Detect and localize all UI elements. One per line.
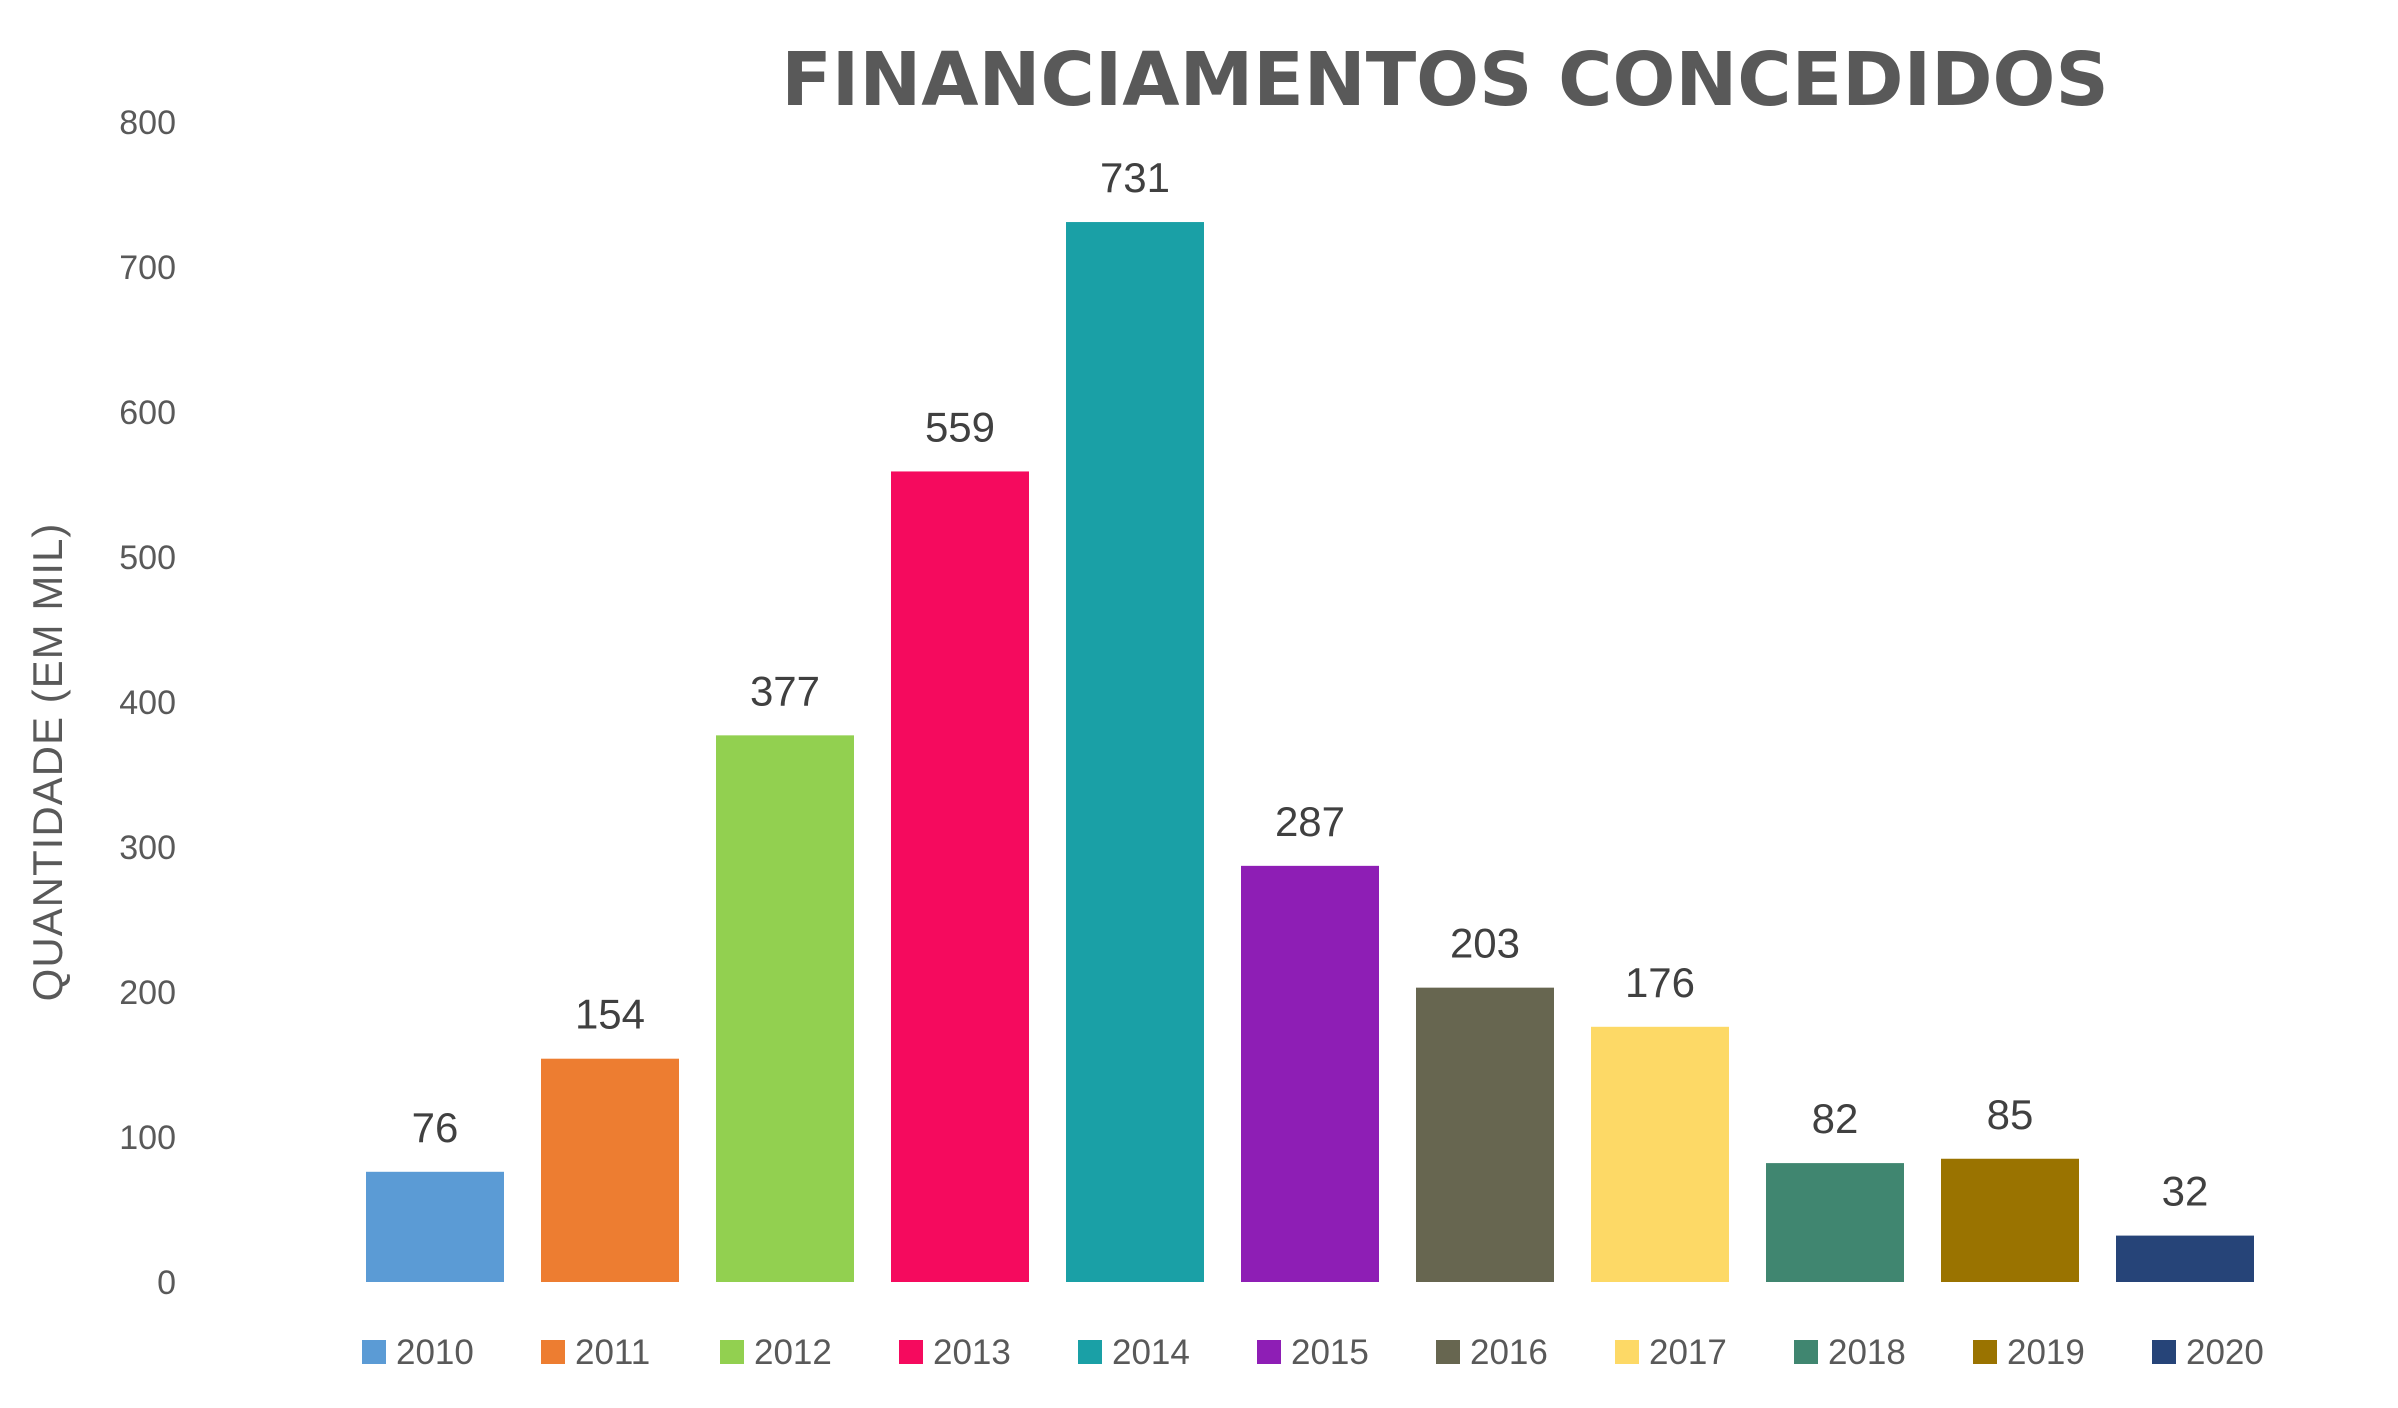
bars: [366, 222, 2254, 1282]
bar-2018: [1766, 1163, 1904, 1282]
bar-2019: [1941, 1158, 2079, 1282]
y-tick-label-200: 200: [119, 974, 176, 1012]
data-label-2011: 154: [575, 991, 645, 1038]
data-label-2015: 287: [1275, 798, 1345, 845]
data-label-2020: 32: [2162, 1168, 2209, 1215]
legend-label-2011: 2011: [575, 1333, 650, 1372]
bar-2011: [541, 1058, 679, 1282]
y-tick-label-700: 700: [119, 249, 176, 287]
legend-swatch-2011: [541, 1340, 565, 1364]
legend-swatch-2020: [2152, 1340, 2176, 1364]
legend-label-2015: 2015: [1291, 1333, 1369, 1372]
legend-swatch-2012: [720, 1340, 744, 1364]
data-label-2018: 82: [1812, 1095, 1859, 1142]
y-tick-label-300: 300: [119, 829, 176, 867]
legend-label-2016: 2016: [1470, 1333, 1548, 1372]
y-tick-label-0: 0: [157, 1264, 176, 1302]
legend-label-2018: 2018: [1828, 1333, 1906, 1372]
legend-swatch-2016: [1436, 1340, 1460, 1364]
bar-2017: [1591, 1026, 1729, 1282]
y-axis-ticks: 0 100 200 300 400 500 600 700 800: [119, 104, 176, 1302]
y-tick-label-800: 800: [119, 104, 176, 142]
legend-label-2013: 2013: [933, 1333, 1011, 1372]
data-labels: 76 154 377 559 731 287 203 176 82 85 32: [412, 154, 2209, 1215]
legend-swatch-2015: [1257, 1340, 1281, 1364]
bar-2010: [366, 1171, 504, 1282]
legend-swatch-2013: [899, 1340, 923, 1364]
legend-swatch-2010: [362, 1340, 386, 1364]
data-label-2013: 559: [925, 403, 995, 450]
data-label-2012: 377: [750, 667, 820, 714]
y-tick-label-400: 400: [119, 684, 176, 722]
legend-label-2017: 2017: [1649, 1333, 1727, 1372]
data-label-2010: 76: [412, 1104, 459, 1151]
legend: 2010 2011 2012 2013 2014 2015 2016 2017 2018 2019…: [362, 1333, 2264, 1372]
y-tick-label-100: 100: [119, 1119, 176, 1157]
y-tick-label-600: 600: [119, 394, 176, 432]
legend-label-2014: 2014: [1112, 1333, 1190, 1372]
bar-2014: [1066, 222, 1204, 1282]
legend-label-2020: 2020: [2186, 1333, 2264, 1372]
legend-swatch-2017: [1615, 1340, 1639, 1364]
bar-2012: [716, 735, 854, 1282]
data-label-2016: 203: [1450, 920, 1520, 967]
legend-swatch-2019: [1973, 1340, 1997, 1364]
bar-2016: [1416, 987, 1554, 1282]
legend-label-2019: 2019: [2007, 1333, 2085, 1372]
y-axis-label: QUANTIDADE (EM MIL): [24, 523, 71, 1002]
bar-2013: [891, 471, 1029, 1282]
legend-swatch-2014: [1078, 1340, 1102, 1364]
chart-title: FINANCIAMENTOS CONCEDIDOS: [781, 37, 2108, 123]
legend-label-2012: 2012: [754, 1333, 832, 1372]
y-tick-label-500: 500: [119, 539, 176, 577]
data-label-2017: 176: [1625, 959, 1695, 1006]
bar-2015: [1241, 865, 1379, 1282]
legend-swatch-2018: [1794, 1340, 1818, 1364]
data-label-2019: 85: [1987, 1091, 2034, 1138]
data-label-2014: 731: [1100, 154, 1170, 201]
legend-label-2010: 2010: [396, 1333, 474, 1372]
bar-2020: [2116, 1235, 2254, 1282]
